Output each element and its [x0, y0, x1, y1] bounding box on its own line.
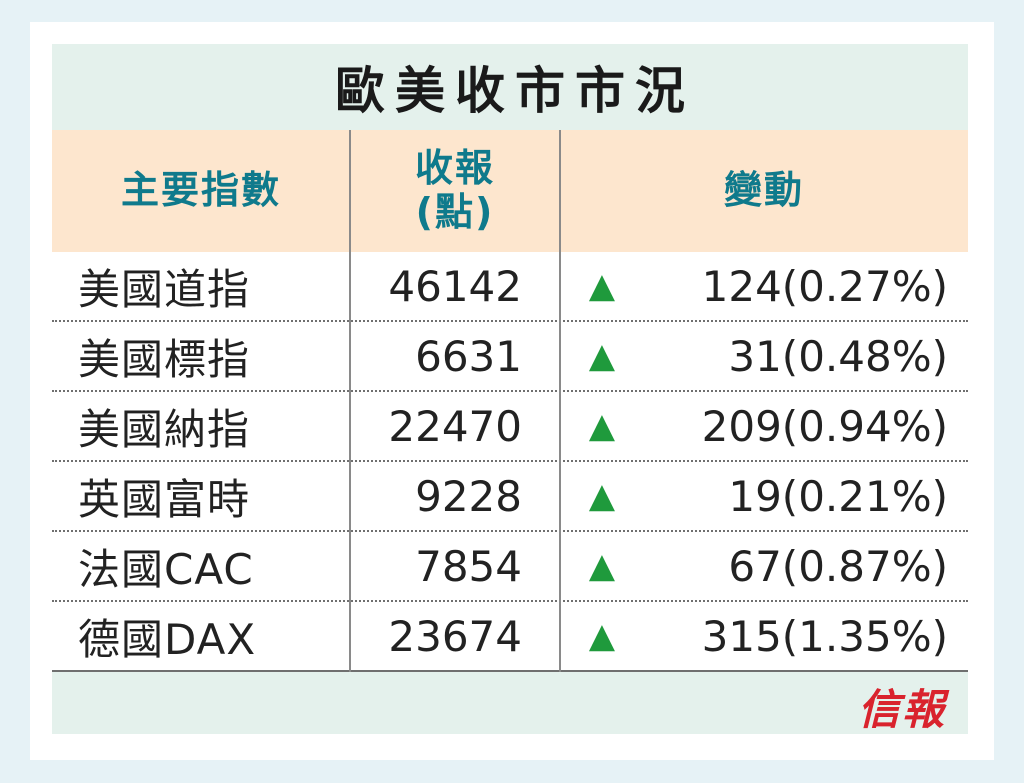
index-name: 德國DAX: [78, 614, 257, 664]
change-value: 31(0.48%): [728, 331, 948, 381]
table-row: 美國道指 46142 ▲ 124(0.27%): [52, 252, 968, 322]
header-index: 主要指數: [52, 130, 350, 252]
table-body: 美國道指 46142 ▲ 124(0.27%) 美國標指 6631 ▲ 31(0…: [52, 252, 968, 672]
index-name: 美國道指: [78, 264, 251, 314]
newspaper-logo: 信報: [857, 685, 946, 734]
up-arrow-icon: ▲: [588, 336, 616, 376]
table-row: 美國標指 6631 ▲ 31(0.48%): [52, 322, 968, 392]
title-bar: 歐美收市市況: [52, 44, 968, 130]
header-index-label: 主要指數: [120, 168, 281, 213]
index-name: 美國納指: [78, 404, 251, 454]
up-arrow-icon: ▲: [588, 406, 616, 446]
column-divider: [349, 130, 351, 672]
table-row: 美國納指 22470 ▲ 209(0.94%): [52, 392, 968, 462]
change-value: 315(1.35%): [701, 611, 948, 661]
up-arrow-icon: ▲: [588, 476, 616, 516]
table-row: 德國DAX 23674 ▲ 315(1.35%): [52, 602, 968, 672]
header-change: 變動: [560, 130, 968, 252]
index-name: 美國標指: [78, 334, 251, 384]
up-arrow-icon: ▲: [588, 546, 616, 586]
table-header: 主要指數 收報 (點) 變動: [52, 130, 968, 252]
page-title: 歐美收市市況: [335, 62, 695, 120]
header-close-unit: (點): [415, 190, 495, 234]
up-arrow-icon: ▲: [588, 616, 616, 656]
up-arrow-icon: ▲: [588, 266, 616, 306]
index-name: 英國富時: [78, 474, 251, 524]
header-close-label: 收報: [414, 146, 495, 191]
close-value: 9228: [415, 471, 522, 521]
table-row: 英國富時 9228 ▲ 19(0.21%): [52, 462, 968, 532]
footer-bar: 信報: [52, 672, 968, 734]
close-value: 6631: [415, 331, 522, 381]
index-name: 法國CAC: [78, 544, 254, 594]
header-change-label: 變動: [723, 168, 804, 213]
table-row: 法國CAC 7854 ▲ 67(0.87%): [52, 532, 968, 602]
change-value: 67(0.87%): [728, 541, 948, 591]
close-value: 7854: [415, 541, 522, 591]
change-value: 19(0.21%): [728, 471, 948, 521]
column-divider: [559, 130, 561, 672]
close-value: 46142: [388, 261, 522, 311]
close-value: 22470: [388, 401, 522, 451]
header-close: 收報 (點): [350, 130, 560, 252]
change-value: 124(0.27%): [701, 261, 948, 311]
change-value: 209(0.94%): [701, 401, 948, 451]
close-value: 23674: [388, 611, 522, 661]
